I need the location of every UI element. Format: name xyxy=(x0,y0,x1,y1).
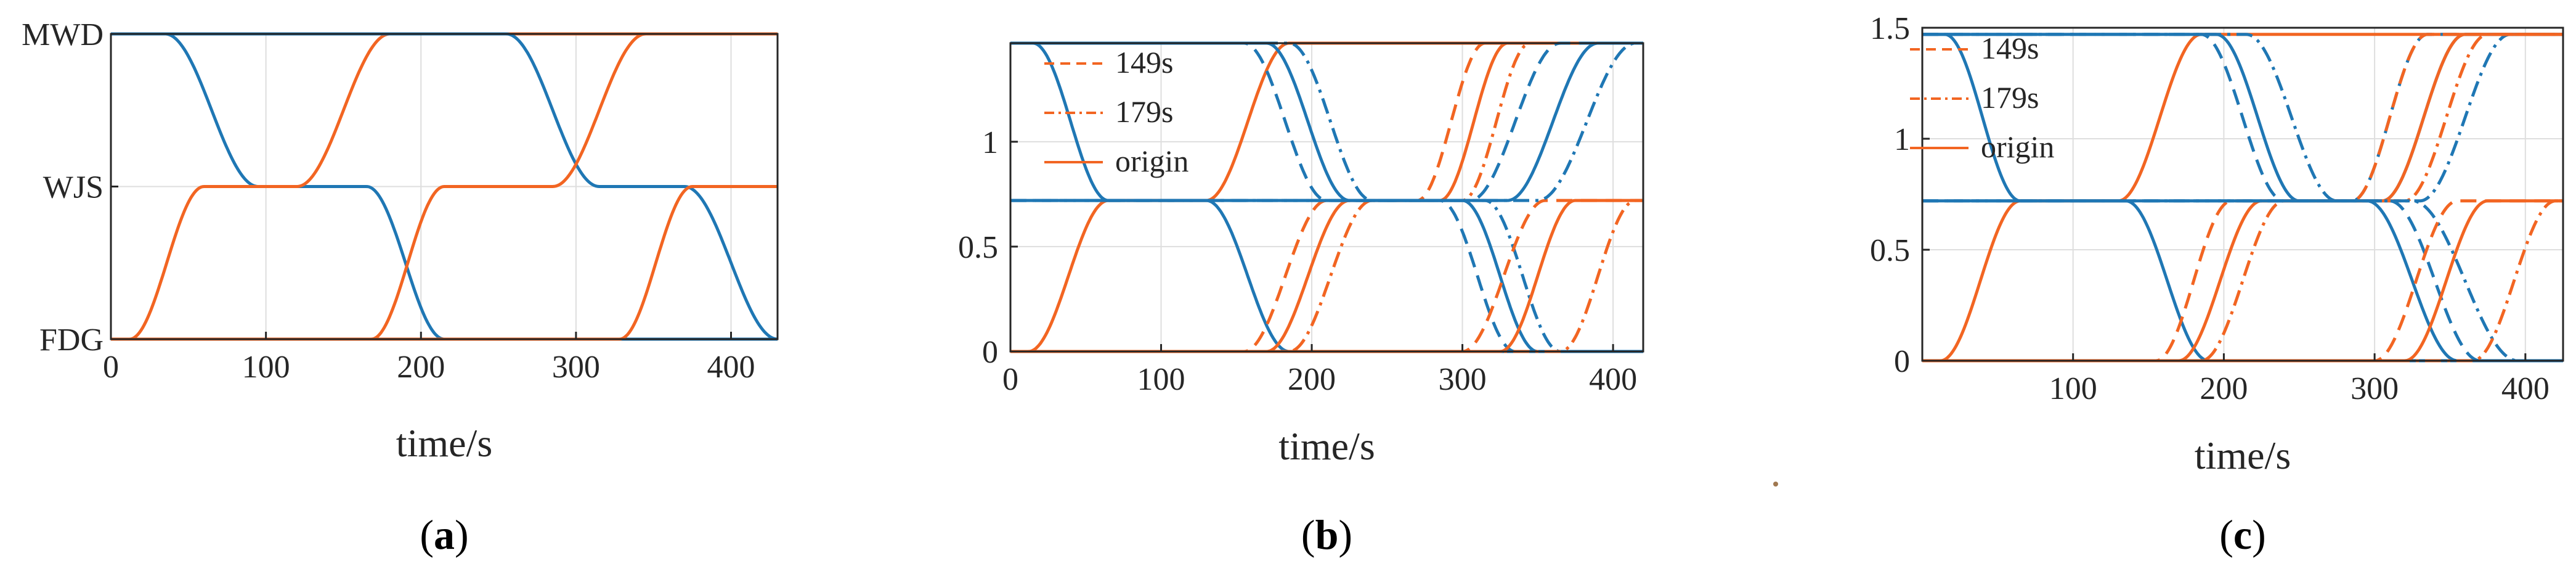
chart-panel-b: 0 100 200 300 400 0 0.5 1 time/s (b) 149s 179s origi… xyxy=(958,41,1644,558)
stray-mark-dot xyxy=(1773,482,1778,487)
legend: 149s 179s origin xyxy=(1910,31,2054,164)
x-axis-label: time/s xyxy=(1278,424,1375,468)
y-tick-label: FDG xyxy=(39,322,104,358)
y-tick-label: 0.5 xyxy=(958,230,998,265)
series-group xyxy=(111,32,778,341)
panel-label-letter: c xyxy=(2233,511,2252,558)
legend-label: origin xyxy=(1115,144,1188,178)
series-line-orange-3 xyxy=(111,185,778,341)
series-line-blue-3dd xyxy=(1922,199,2563,363)
chart-panel-a: 0 100 200 300 400 FDG WJS MWD time/s (a) xyxy=(22,17,779,558)
legend-label: origin xyxy=(1981,129,2054,164)
y-tick-label: 0 xyxy=(982,335,998,370)
panel-label: (c) xyxy=(2219,511,2266,558)
panel-label: (a) xyxy=(420,511,468,558)
series-line-orange-3 xyxy=(1922,199,2563,363)
x-tick-label: 200 xyxy=(1288,362,1336,397)
y-tick-label: 1 xyxy=(1894,122,1910,157)
legend-label: 179s xyxy=(1981,80,2039,115)
panel-label: (b) xyxy=(1301,511,1352,558)
x-tick-label: 100 xyxy=(1137,362,1185,397)
x-tick-label: 300 xyxy=(552,350,600,385)
x-tick-label: 100 xyxy=(2049,371,2097,406)
x-tick-label: 100 xyxy=(242,350,290,385)
legend: 149s 179s origin xyxy=(1044,45,1188,178)
axes-box xyxy=(1921,27,2564,362)
axes-box xyxy=(1009,42,1644,353)
y-tick-label: WJS xyxy=(43,170,104,205)
x-tick-label: 400 xyxy=(707,350,755,385)
legend-label: 149s xyxy=(1115,45,1173,80)
series-group xyxy=(1010,41,1643,353)
panel-label-open: ( xyxy=(2219,511,2233,558)
y-tick-label: MWD xyxy=(22,17,104,52)
x-tick-label: 300 xyxy=(1439,362,1487,397)
y-tick-label: 1.5 xyxy=(1870,11,1910,46)
y-tick-label: 1 xyxy=(982,125,998,160)
panel-label-close: ) xyxy=(455,511,469,558)
y-tick-label: 0.5 xyxy=(1870,233,1910,268)
x-tick-label: 300 xyxy=(2350,371,2399,406)
x-tick-label: 0 xyxy=(103,350,119,385)
series-line-blue-3dd xyxy=(1010,41,1643,202)
panel-label-letter: b xyxy=(1315,511,1339,558)
x-tick-label: 200 xyxy=(2200,371,2248,406)
x-axis-label: time/s xyxy=(2195,433,2291,477)
x-axis-label: time/s xyxy=(396,421,492,465)
x-tick-label: 200 xyxy=(397,350,445,385)
x-tick-label: 400 xyxy=(1589,362,1637,397)
series-line-blue-2dd xyxy=(1922,33,2563,203)
panel-label-close: ) xyxy=(1338,511,1352,558)
panel-label-open: ( xyxy=(1301,511,1315,558)
panel-label-letter: a xyxy=(434,511,455,558)
chart-panel-c: 100 200 300 400 0 0.5 1 1.5 time/s (c) 149s 179s ori… xyxy=(1870,11,2564,558)
y-tick-label: 0 xyxy=(1894,344,1910,379)
panel-label-close: ) xyxy=(2252,511,2266,558)
x-tick-label: 400 xyxy=(2501,371,2550,406)
legend-label: 179s xyxy=(1115,94,1173,129)
legend-label: 149s xyxy=(1981,31,2039,65)
panel-label-open: ( xyxy=(420,511,434,558)
x-tick-label: 0 xyxy=(1002,362,1018,397)
